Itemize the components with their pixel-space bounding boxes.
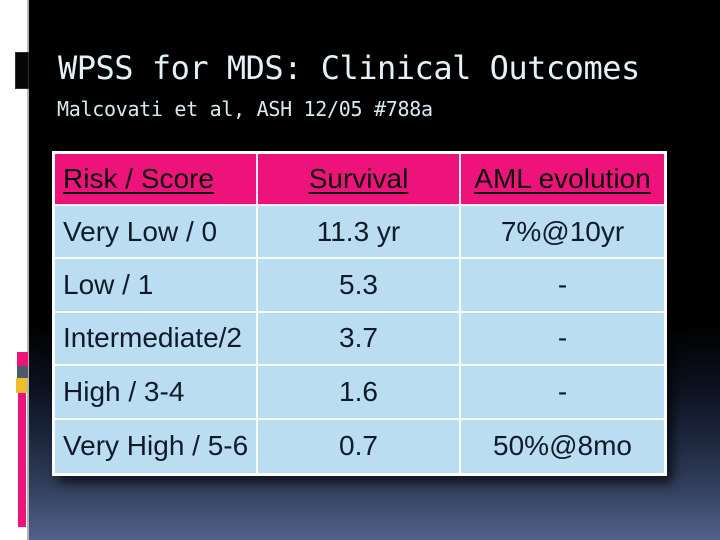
decor-slate-square bbox=[17, 366, 28, 378]
slide-title: WPSS for MDS: Clinical Outcomes bbox=[58, 49, 640, 87]
table-cell-survival: 3.7 bbox=[258, 312, 461, 367]
left-margin-band bbox=[0, 0, 29, 540]
decor-yellow-square bbox=[16, 378, 27, 393]
table-cell-survival: 5.3 bbox=[258, 259, 461, 313]
decor-black-square bbox=[15, 52, 29, 89]
table-cell-aml: - bbox=[461, 366, 664, 420]
decor-pink-square bbox=[17, 352, 28, 366]
table-cell-survival: 0.7 bbox=[258, 419, 461, 473]
table-cell-survival: 1.6 bbox=[258, 366, 461, 420]
outcomes-table: Risk / Score Survival AML evolution Very… bbox=[52, 151, 667, 476]
decor-pink-bar bbox=[18, 393, 26, 527]
table-cell-aml: 7%@10yr bbox=[461, 206, 664, 260]
table-cell-risk: Intermediate/2 bbox=[55, 312, 258, 367]
table-cell-aml: 50%@8mo bbox=[461, 419, 664, 473]
table-cell-aml: - bbox=[461, 259, 664, 313]
table-cell-aml: - bbox=[461, 312, 664, 367]
table-cell-risk: High / 3-4 bbox=[55, 366, 258, 420]
table-cell-survival: 11.3 yr bbox=[258, 206, 461, 260]
column-header-aml-evolution: AML evolution bbox=[461, 154, 664, 206]
column-header-survival: Survival bbox=[258, 154, 461, 206]
slide-subtitle: Malcovati et al, ASH 12/05 #788a bbox=[57, 97, 433, 121]
table-cell-risk: Very Low / 0 bbox=[55, 206, 258, 260]
table-cell-risk: Low / 1 bbox=[55, 259, 258, 313]
column-header-risk-score: Risk / Score bbox=[55, 154, 258, 206]
table-cell-risk: Very High / 5-6 bbox=[55, 419, 258, 473]
